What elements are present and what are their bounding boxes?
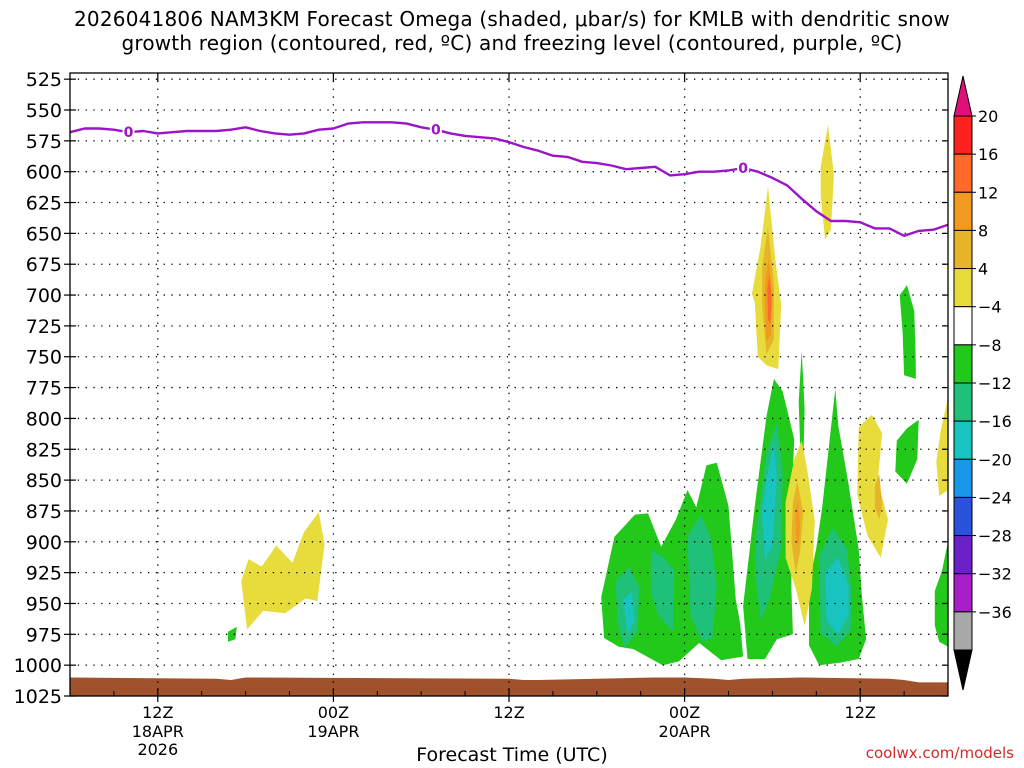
y-tick-label-775: 775 — [26, 378, 62, 400]
omega-region-15 — [650, 550, 675, 632]
freezing-level-label-bg-2 — [737, 159, 750, 175]
freezing-level-label-2: 0 — [738, 161, 748, 177]
colorbar-label-9: −20 — [978, 450, 1012, 469]
y-tick-label-750: 750 — [26, 347, 62, 369]
omega-region-13 — [936, 397, 948, 497]
y-tick-label-650: 650 — [26, 223, 62, 245]
freezing-level-label-bg-0 — [122, 124, 135, 140]
x-tick-label-54: 12Z — [845, 703, 876, 722]
x-tick-label-42: 00Z — [669, 703, 700, 722]
colorbar-swatch-11 — [953, 535, 973, 575]
y-tick-label-725: 725 — [26, 316, 62, 338]
omega-region-12 — [857, 414, 888, 558]
omega-region-1 — [228, 626, 237, 642]
colorbar-swatch-10 — [953, 496, 973, 537]
omega-region-26 — [767, 274, 772, 324]
omega-region-19 — [623, 591, 635, 635]
x-tick-label-30: 12Z — [493, 703, 524, 722]
colorbar-label-4: 4 — [978, 260, 988, 279]
y-tick-label-975: 975 — [26, 624, 62, 646]
colorbar-swatch-0 — [953, 115, 973, 155]
colorbar-swatch-13 — [953, 611, 973, 651]
y-tick-label-1000: 1000 — [14, 655, 62, 677]
axes: 525 550 575 600 625 650 675 700 725 750 775 800 825 8… — [14, 69, 949, 759]
colorbar-bottom-arrow — [953, 649, 973, 691]
colorbar-label-10: −24 — [978, 488, 1012, 507]
y-tick-label-550: 550 — [26, 100, 62, 122]
x-tick-date-42: 20APR — [659, 722, 711, 741]
omega-region-27 — [795, 499, 801, 548]
chart-title-line2: growth region (contoured, red, ºC) and f… — [121, 31, 903, 55]
colorbar-swatch-6 — [953, 344, 973, 384]
colorbar-label-11: −28 — [978, 527, 1012, 546]
freezing-level-contour: 0 0 0 — [69, 121, 949, 238]
colorbar-swatch-5 — [953, 306, 973, 346]
colorbar-swatch-7 — [953, 382, 973, 422]
y-tick-label-675: 675 — [26, 254, 62, 276]
colorbar-label-5: −4 — [978, 298, 1002, 317]
y-tick-label-800: 800 — [26, 408, 62, 430]
y-tick-label-1025: 1025 — [14, 686, 62, 708]
omega-shading — [228, 124, 948, 666]
colorbar-label-13: −36 — [978, 603, 1012, 622]
omega-region-20 — [762, 440, 777, 561]
x-tick-date-6: 18APR — [132, 722, 184, 741]
site-credit: coolwx.com/models — [865, 744, 1014, 762]
omega-region-16 — [687, 514, 717, 642]
omega-region-5 — [798, 350, 805, 473]
y-tick-label-850: 850 — [26, 470, 62, 492]
y-tick-label-900: 900 — [26, 532, 62, 554]
y-tick-label-575: 575 — [26, 131, 62, 153]
colorbar-swatch-2 — [953, 191, 973, 231]
omega-region-7 — [895, 419, 919, 484]
colorbar-label-3: 8 — [978, 221, 988, 240]
y-tick-label-825: 825 — [26, 439, 62, 461]
colorbar-label-0: 20 — [978, 107, 998, 126]
omega-region-24 — [874, 473, 883, 520]
colorbar-swatch-3 — [953, 229, 973, 270]
colorbar-swatch-1 — [953, 153, 973, 193]
colorbar-label-6: −8 — [978, 336, 1002, 355]
omega-region-8 — [934, 541, 948, 647]
colorbar-swatch-8 — [953, 420, 973, 460]
y-tick-label-600: 600 — [26, 162, 62, 184]
y-tick-label-950: 950 — [26, 593, 62, 615]
freezing-level-label-1: 0 — [431, 123, 441, 139]
colorbar-top-arrow — [953, 75, 973, 117]
colorbar-label-1: 16 — [978, 145, 998, 164]
x-tick-label-18: 00Z — [318, 703, 349, 722]
colorbar-label-12: −32 — [978, 565, 1012, 584]
x-tick-date-18: 19APR — [307, 722, 359, 741]
y-tick-label-625: 625 — [26, 193, 62, 215]
y-tick-label-875: 875 — [26, 501, 62, 523]
x-axis-title: Forecast Time (UTC) — [416, 744, 608, 766]
y-tick-label-925: 925 — [26, 563, 62, 585]
omega-region-10 — [820, 124, 834, 240]
colorbar-swatch-9 — [953, 458, 973, 498]
chart-title-line1: 2026041806 NAM3KM Forecast Omega (shaded… — [74, 7, 950, 31]
freezing-level-line — [69, 121, 949, 238]
colorbar: 20 16 12 8 4 −4 −8 −12 −16 −20 −24 −28 −32 −36 — [953, 75, 1012, 691]
colorbar-swatch-4 — [953, 268, 973, 308]
x-tick-year-6: 2026 — [137, 740, 178, 759]
y-tick-label-525: 525 — [26, 69, 62, 91]
x-tick-label-6: 12Z — [142, 703, 173, 722]
colorbar-swatch-12 — [953, 573, 973, 613]
omega-region-21 — [825, 557, 849, 635]
omega-region-6 — [899, 285, 916, 379]
colorbar-label-2: 12 — [978, 183, 998, 202]
colorbar-label-7: −12 — [978, 374, 1012, 393]
colorbar-label-8: −16 — [978, 412, 1012, 431]
omega-region-0 — [241, 512, 325, 630]
y-tick-label-700: 700 — [26, 285, 62, 307]
freezing-level-label-0: 0 — [124, 125, 134, 141]
freezing-level-label-bg-1 — [429, 121, 442, 137]
